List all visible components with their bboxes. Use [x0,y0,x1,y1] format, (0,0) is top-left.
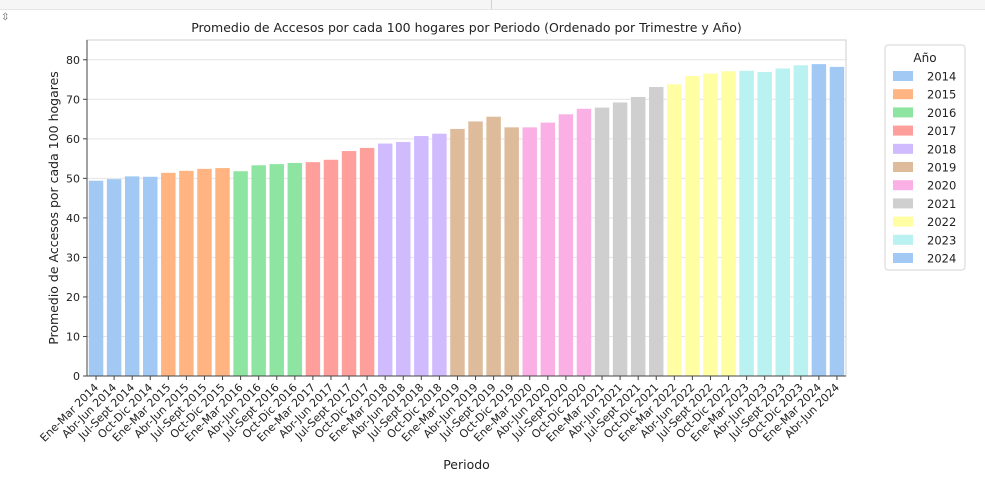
bar [630,96,646,376]
y-axis-ticks: 0 10 20 30 40 50 60 70 80 [66,54,87,383]
legend-swatch [893,143,913,154]
bar [612,102,628,376]
bar [757,72,772,376]
bar [215,168,230,376]
legend-label: 2014 [927,70,956,84]
bar [143,176,158,376]
bar [414,136,429,376]
legend-label: 2017 [927,124,956,138]
legend-swatch [893,162,913,172]
legend-swatch [893,89,913,100]
legend-label: 2016 [927,106,956,120]
bar [522,127,537,376]
bar [685,75,700,376]
y-tick-label: 80 [66,54,80,67]
y-tick-label: 70 [66,93,80,106]
bar [341,151,357,376]
toolbar-divider [491,0,492,9]
bar [197,168,212,376]
chart-title: Promedio de Accesos por cada 100 hogares… [191,20,742,35]
legend-swatch [893,234,913,245]
legend-swatch [893,125,913,136]
y-tick-label: 50 [66,172,80,185]
y-tick-label: 10 [66,330,80,343]
bar [793,65,809,376]
legend-swatch [893,107,913,118]
legend-label: 2015 [927,88,956,102]
bar [721,71,736,376]
bar [396,141,411,376]
bar [359,147,375,376]
legend-swatch [893,180,913,191]
y-axis-label: Promedio de Accesos por cada 100 hogares [46,71,61,345]
bar [486,116,501,376]
legend-label: 2024 [927,252,956,266]
bar [703,73,718,376]
legend-swatch [893,71,913,81]
bar [287,162,303,376]
bar [450,128,465,376]
plot-frame [86,39,847,377]
y-tick-label: 20 [66,291,80,304]
y-tick-label: 0 [73,370,80,383]
legend-label: 2021 [927,197,956,211]
bar [468,121,483,376]
notebook-toolbar [0,0,985,10]
legend-label: 2018 [927,142,956,156]
expand-output-icon[interactable]: ⇳ [1,12,10,23]
bar [106,179,122,376]
x-axis-label: Periodo [443,457,490,472]
bar [649,87,664,376]
legend-label: 2022 [927,215,956,229]
bar [829,66,845,376]
bar [594,107,610,377]
bar [432,133,447,376]
bar [323,159,339,376]
bar [251,165,266,376]
y-tick-label: 30 [66,251,80,264]
legend-title: Año [913,51,936,65]
legend-label: 2019 [927,161,956,175]
bar [179,170,194,376]
y-tick-label: 60 [66,133,80,146]
bar [269,164,284,376]
bar [377,143,393,376]
legend-swatch [893,198,913,209]
bar [504,127,519,376]
bar [88,180,104,376]
legend: Año 2014 2015 2016 2017 2018 2019 2020 2021 2022… [884,44,966,271]
legend-label: 2020 [927,179,956,193]
bar [124,176,140,376]
bar [811,64,827,376]
bar [161,172,176,376]
legend-swatch [893,253,913,263]
y-tick-label: 40 [66,212,80,225]
bar [233,171,248,376]
bar [558,114,574,376]
bars [88,64,845,377]
legend-label: 2023 [927,233,956,247]
legend-items: 2014 2015 2016 2017 2018 2019 2020 2021 2022 2023… [893,70,956,266]
legend-box [884,44,966,271]
bar [305,162,321,376]
bar [775,68,790,376]
bar [576,108,592,376]
bar [667,84,682,376]
bar [540,122,556,376]
legend-swatch [893,216,913,227]
bar [739,70,754,376]
